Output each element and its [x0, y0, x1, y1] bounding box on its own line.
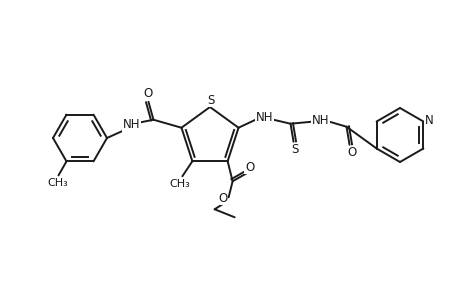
- Text: O: O: [144, 87, 153, 100]
- Text: N: N: [424, 114, 433, 127]
- Text: O: O: [245, 161, 254, 174]
- Text: O: O: [218, 192, 227, 205]
- Text: NH: NH: [123, 118, 140, 131]
- Text: S: S: [290, 143, 297, 156]
- Text: O: O: [346, 146, 355, 159]
- Text: S: S: [207, 94, 214, 106]
- Text: CH₃: CH₃: [168, 179, 189, 189]
- Text: NH: NH: [255, 111, 273, 124]
- Text: CH₃: CH₃: [47, 178, 68, 188]
- Text: NH: NH: [311, 114, 329, 127]
